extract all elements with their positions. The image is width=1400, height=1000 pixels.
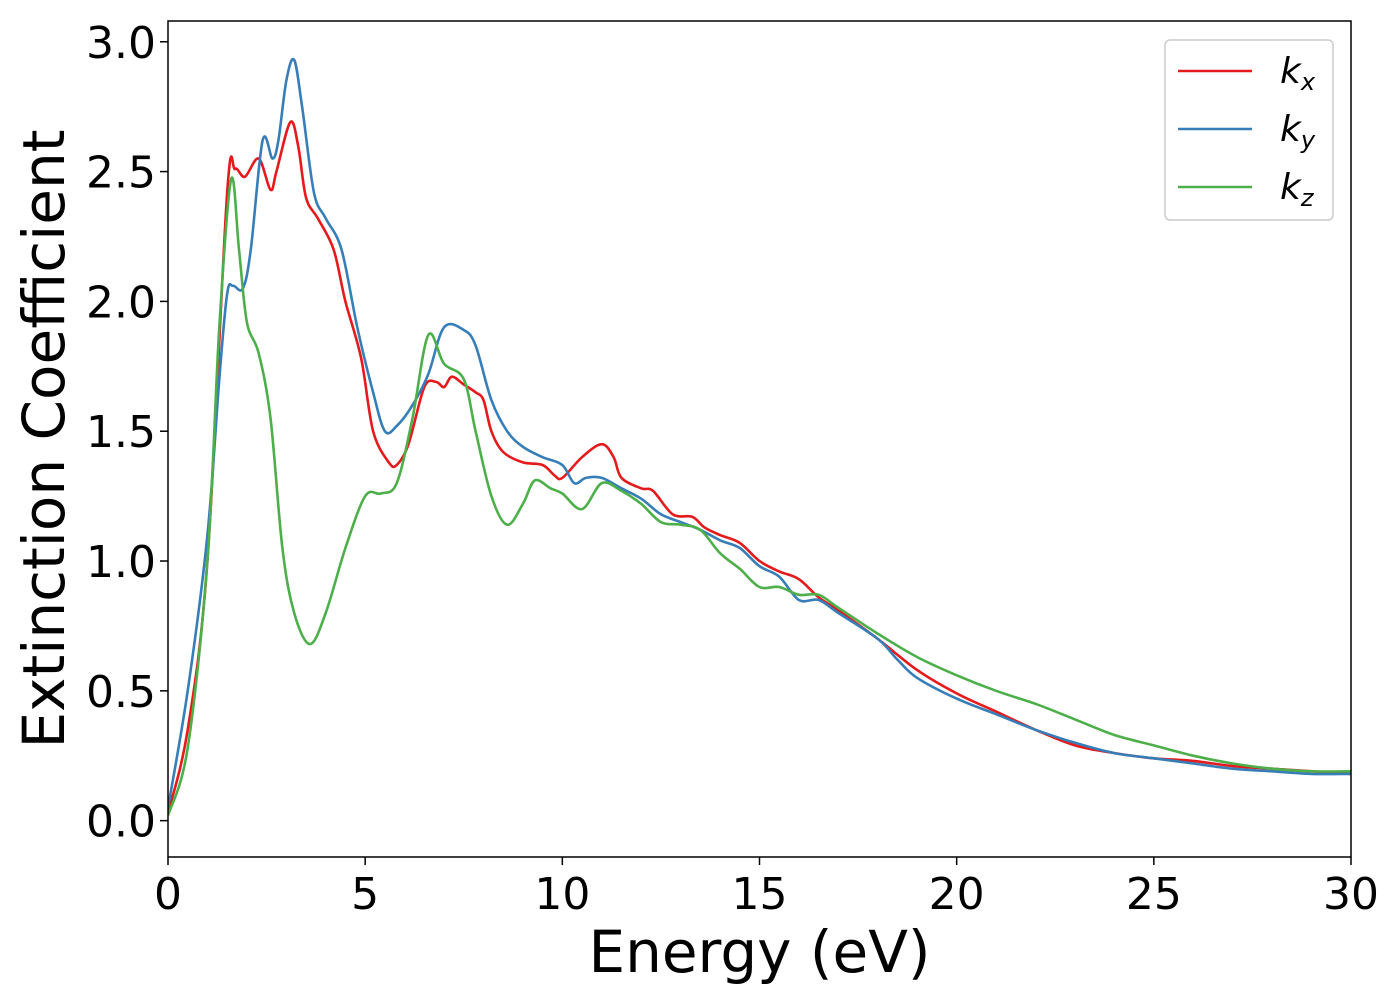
y-axis-title: Extinction Coefficient [10, 130, 78, 749]
legend-label-kx: kx [1280, 51, 1316, 96]
x-axis-ticks: 0 5 10 15 20 25 30 [154, 857, 1379, 920]
y-tick-label: 2.0 [86, 277, 156, 328]
x-tick-label: 10 [534, 869, 590, 920]
y-tick-label: 0.0 [86, 797, 156, 848]
y-tick-label: 3.0 [86, 18, 156, 69]
x-tick-label: 5 [351, 869, 379, 920]
legend-label-ky: ky [1280, 109, 1316, 154]
legend: kx ky kz [1164, 39, 1334, 221]
series-layer [168, 57, 1351, 816]
series-line-kz [168, 176, 1351, 816]
x-axis-title: Energy (eV) [588, 918, 930, 986]
x-tick-label: 30 [1323, 869, 1379, 920]
series-line-ky [168, 57, 1351, 808]
y-tick-label: 0.5 [86, 667, 156, 718]
y-tick-label: 1.5 [86, 407, 156, 458]
x-tick-label: 20 [929, 869, 985, 920]
y-axis-ticks: 0.0 0.5 1.0 1.5 2.0 2.5 3.0 [86, 18, 168, 848]
x-tick-label: 15 [732, 869, 788, 920]
series-line-kx [168, 120, 1351, 814]
x-tick-label: 0 [154, 869, 182, 920]
y-tick-label: 2.5 [86, 148, 156, 199]
y-tick-label: 1.0 [86, 537, 156, 588]
x-tick-label: 25 [1126, 869, 1182, 920]
legend-label-kz: kz [1280, 167, 1315, 212]
